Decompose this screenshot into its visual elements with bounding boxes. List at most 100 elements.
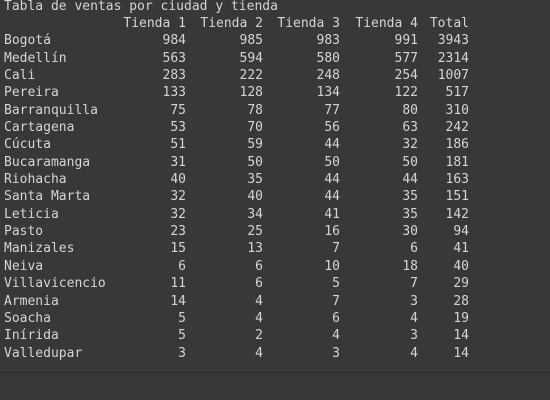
table-row: Cartagena 53 70 56 63 242 <box>4 119 469 136</box>
table-row: Soacha 5 4 6 4 19 <box>4 310 469 327</box>
column-header-tienda-1: Tienda 1 <box>123 16 186 31</box>
value-cell: 34 <box>247 206 263 222</box>
city-cell: Manizales <box>4 241 75 257</box>
value-cell: 4 <box>332 328 340 344</box>
value-cell: 283 <box>162 68 186 84</box>
value-cell: 6 <box>410 241 418 257</box>
value-cell: 134 <box>316 85 340 101</box>
city-cell: Barranquilla <box>4 102 98 118</box>
value-cell: 142 <box>445 206 469 222</box>
value-cell: 11 <box>170 276 186 292</box>
value-cell: 15 <box>170 241 186 257</box>
table-row: Cúcuta 51 59 44 32 186 <box>4 136 469 153</box>
table-row: Barranquilla 75 78 77 80 310 <box>4 102 469 119</box>
value-cell: 517 <box>445 85 469 101</box>
value-cell: 4 <box>255 293 263 309</box>
table-row: Armenia 14 4 7 3 28 <box>4 293 469 310</box>
value-cell: 594 <box>239 50 263 66</box>
city-cell: Cúcuta <box>4 137 51 153</box>
city-cell: Riohacha <box>4 172 67 188</box>
value-cell: 78 <box>247 102 263 118</box>
value-cell: 7 <box>410 276 418 292</box>
city-cell: Pereira <box>4 85 59 101</box>
output-title: Tabla de ventas por ciudad y tienda <box>4 0 278 14</box>
value-cell: 77 <box>324 102 340 118</box>
value-cell: 70 <box>247 120 263 136</box>
city-cell: Medellín <box>4 50 67 66</box>
value-cell: 5 <box>332 276 340 292</box>
value-cell: 984 <box>162 33 186 49</box>
column-header-total: Total <box>429 16 469 31</box>
city-cell: Cartagena <box>4 120 75 136</box>
value-cell: 40 <box>170 172 186 188</box>
value-cell: 4 <box>255 345 263 361</box>
value-cell: 181 <box>445 154 469 170</box>
value-cell: 50 <box>324 154 340 170</box>
city-cell: Armenia <box>4 293 59 309</box>
city-cell: Inírida <box>4 328 59 344</box>
table-row: Riohacha 40 35 44 44 163 <box>4 171 469 188</box>
value-cell: 23 <box>170 224 186 240</box>
table-row: Villavicencio 11 6 5 7 29 <box>4 275 469 292</box>
value-cell: 32 <box>402 137 418 153</box>
value-cell: 242 <box>445 120 469 136</box>
value-cell: 59 <box>247 137 263 153</box>
table-row: Pasto 23 25 16 30 94 <box>4 223 469 240</box>
value-cell: 1007 <box>437 68 469 84</box>
value-cell: 31 <box>170 154 186 170</box>
next-cell-output <box>0 373 550 400</box>
value-cell: 2314 <box>437 50 469 66</box>
value-cell: 310 <box>445 102 469 118</box>
value-cell: 163 <box>445 172 469 188</box>
table-row: Inírida 5 2 4 3 14 <box>4 327 469 344</box>
value-cell: 44 <box>324 137 340 153</box>
column-header-tienda-4: Tienda 4 <box>355 16 418 31</box>
city-cell: Leticia <box>4 206 59 222</box>
value-cell: 44 <box>402 172 418 188</box>
value-cell: 25 <box>247 224 263 240</box>
city-cell: Valledupar <box>4 345 83 361</box>
table-row: Valledupar 3 4 3 4 14 <box>4 345 469 362</box>
value-cell: 10 <box>324 258 340 274</box>
sales-table: Tienda 1 Tienda 2 Tienda 3 Tienda 4 Tota… <box>4 15 469 362</box>
value-cell: 13 <box>247 241 263 257</box>
value-cell: 991 <box>394 33 418 49</box>
table-row: Leticia 32 34 41 35 142 <box>4 206 469 223</box>
value-cell: 3 <box>178 345 186 361</box>
value-cell: 14 <box>453 345 469 361</box>
value-cell: 985 <box>239 33 263 49</box>
column-header-index <box>4 15 112 32</box>
value-cell: 6 <box>255 258 263 274</box>
table-row: Bucaramanga 31 50 50 50 181 <box>4 154 469 171</box>
value-cell: 80 <box>402 102 418 118</box>
value-cell: 580 <box>316 50 340 66</box>
city-cell: Santa Marta <box>4 189 91 205</box>
value-cell: 29 <box>453 276 469 292</box>
value-cell: 50 <box>402 154 418 170</box>
value-cell: 18 <box>402 258 418 274</box>
column-header-tienda-2: Tienda 2 <box>200 16 263 31</box>
table-body: Bogotá 984 985 983 991 3943 Medellín 563 594 580 5… <box>4 32 469 362</box>
city-cell: Pasto <box>4 224 44 240</box>
city-cell: Bucaramanga <box>4 154 91 170</box>
value-cell: 151 <box>445 189 469 205</box>
value-cell: 63 <box>402 120 418 136</box>
column-header-tienda-3: Tienda 3 <box>277 16 340 31</box>
value-cell: 5 <box>178 310 186 326</box>
value-cell: 6 <box>255 276 263 292</box>
value-cell: 563 <box>162 50 186 66</box>
value-cell: 2 <box>255 328 263 344</box>
value-cell: 14 <box>170 293 186 309</box>
value-cell: 983 <box>316 33 340 49</box>
table-row: Pereira 133 128 134 122 517 <box>4 84 469 101</box>
value-cell: 51 <box>170 137 186 153</box>
value-cell: 28 <box>453 293 469 309</box>
city-cell: Neiva <box>4 258 44 274</box>
value-cell: 35 <box>402 206 418 222</box>
value-cell: 122 <box>394 85 418 101</box>
value-cell: 4 <box>255 310 263 326</box>
value-cell: 3 <box>410 328 418 344</box>
value-cell: 44 <box>324 172 340 188</box>
value-cell: 16 <box>324 224 340 240</box>
city-cell: Soacha <box>4 310 51 326</box>
